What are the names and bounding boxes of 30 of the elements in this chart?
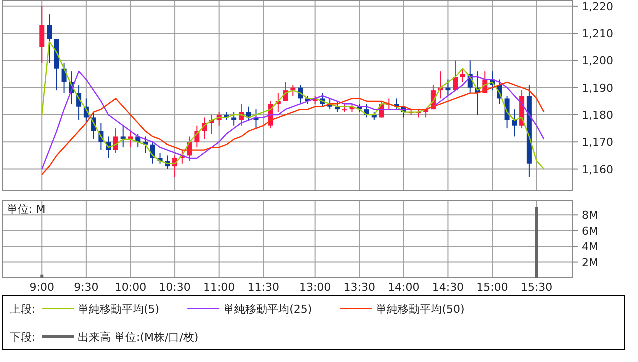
y-tick-label: 1,160 — [582, 163, 614, 176]
annotation: 単位: M — [7, 203, 46, 216]
y-tick-label: 1,200 — [582, 54, 614, 68]
x-tick-label: 14:00 — [388, 281, 420, 294]
x-tick-label: 10:30 — [159, 281, 191, 294]
x-tick-label: 15:00 — [476, 281, 508, 294]
y-tick-label: 6M — [582, 224, 598, 238]
y-tick-label: 1,220 — [582, 0, 614, 14]
x-tick-label: 9:00 — [30, 281, 54, 294]
x-tick-label: 9:30 — [74, 281, 99, 294]
y-tick-label: 2M — [582, 256, 598, 270]
y-tick-label: 1,180 — [582, 109, 614, 122]
x-tick-label: 11:30 — [248, 281, 280, 294]
legend-label: 出来高 単位:(M株/口/枚) — [78, 331, 199, 344]
legend-label: 単純移動平均(5) — [78, 303, 160, 316]
y-tick-label: 1,170 — [582, 136, 614, 150]
legend-label: 単純移動平均(25) — [224, 303, 312, 316]
x-tick-label: 13:00 — [299, 281, 332, 294]
y-tick-label: 8M — [582, 209, 598, 222]
x-tick-label: 10:00 — [114, 281, 147, 294]
y-tick-label: 4M — [582, 240, 598, 254]
x-tick-label: 11:00 — [203, 281, 236, 294]
legend-title: 下段: — [10, 331, 36, 344]
legend-label: 単純移動平均(50) — [376, 303, 465, 316]
legend-title: 上段: — [10, 303, 36, 316]
y-tick-label: 1,190 — [582, 82, 614, 95]
y-tick-label: 1,210 — [582, 28, 614, 41]
x-tick-label: 13:30 — [344, 281, 376, 294]
x-tick-label: 14:30 — [432, 281, 464, 294]
x-tick-label: 15:30 — [520, 281, 553, 294]
